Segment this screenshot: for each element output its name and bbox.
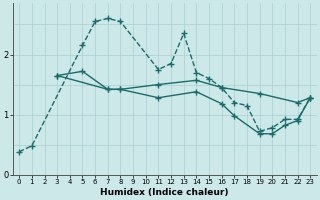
X-axis label: Humidex (Indice chaleur): Humidex (Indice chaleur)	[100, 188, 229, 197]
